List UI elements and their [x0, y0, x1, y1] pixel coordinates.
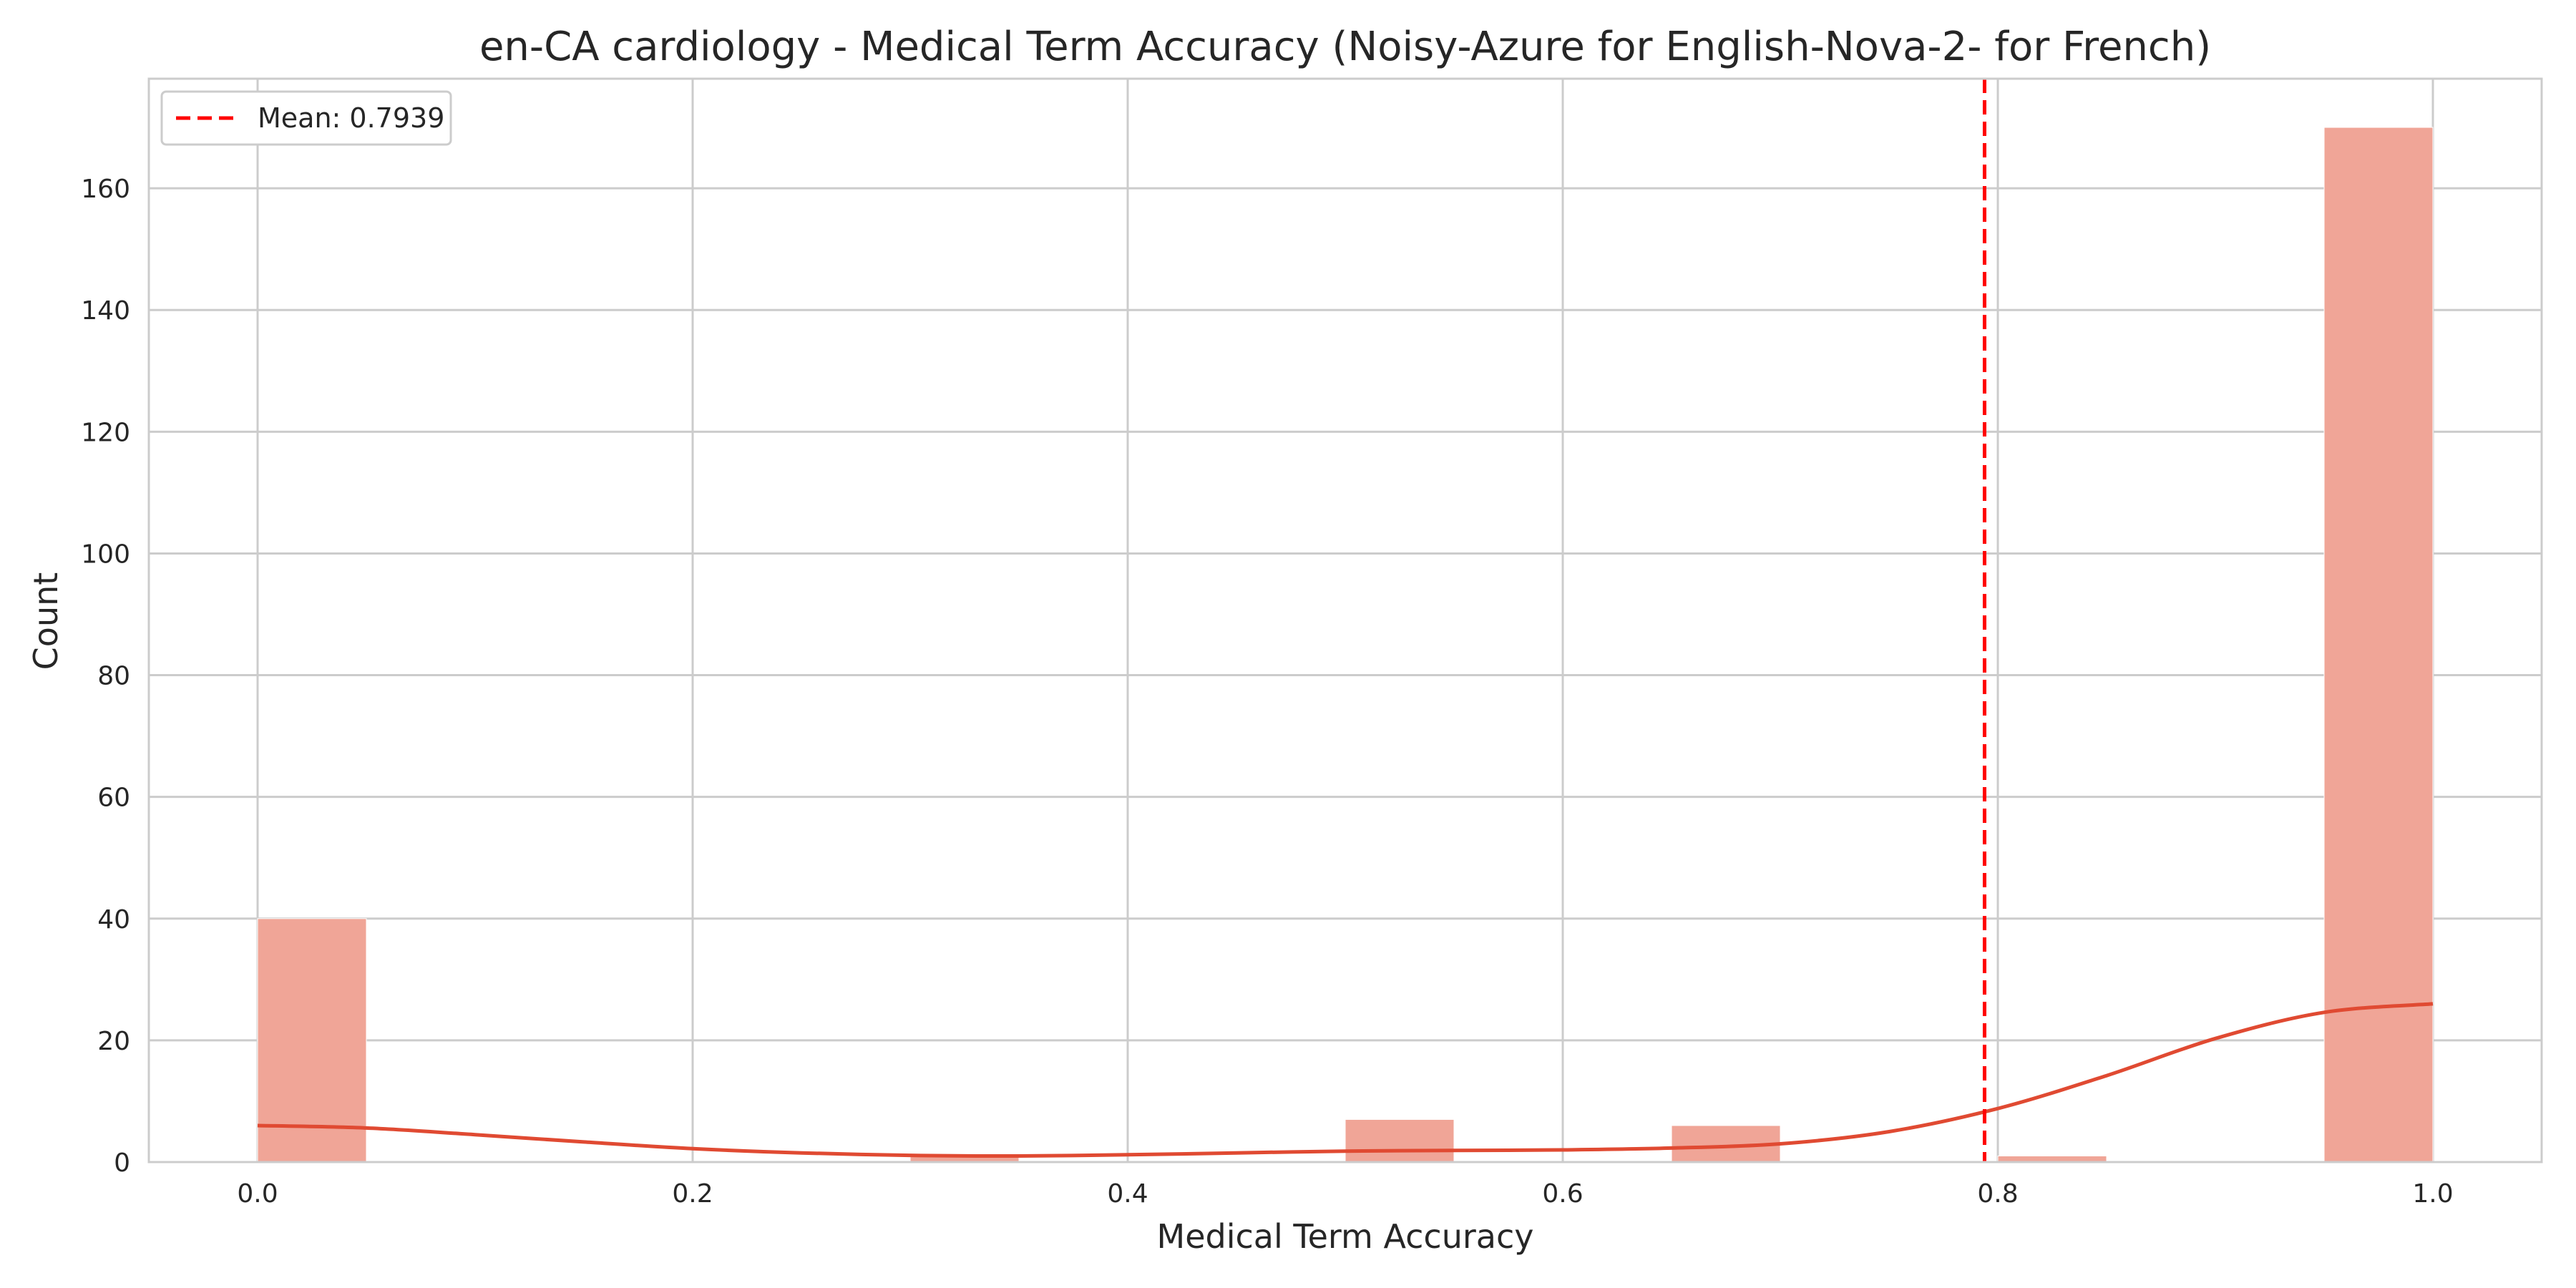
y-tick-label: 60: [97, 784, 130, 813]
y-tick-label: 20: [97, 1027, 130, 1056]
plot-frame: [147, 77, 2543, 1163]
y-tick-label: 0: [114, 1148, 130, 1178]
y-tick-label: 160: [81, 175, 130, 204]
y-tick-labels: 0 20 40 60 80 100 120 140 160: [81, 175, 130, 1178]
y-tick-label: 80: [97, 662, 130, 691]
y-tick-label: 120: [81, 418, 130, 447]
x-tick-label: 1.0: [2412, 1179, 2453, 1209]
x-tick-labels: 0.0 0.2 0.4 0.6 0.8 1.0: [237, 1179, 2453, 1209]
x-axis-title: Medical Term Accuracy: [1157, 1217, 1534, 1256]
x-tick-label: 0.4: [1107, 1179, 1148, 1209]
plot-area: [149, 79, 2542, 1162]
bars: [257, 127, 2434, 1163]
y-tick-label: 140: [81, 296, 130, 326]
y-tick-label: 100: [81, 540, 130, 569]
chart-title: en-CA cardiology - Medical Term Accuracy…: [479, 24, 2211, 70]
y-axis-title: Count: [26, 572, 65, 670]
x-tick-label: 0.0: [237, 1179, 278, 1209]
x-tick-label: 0.2: [672, 1179, 713, 1209]
histogram-bar: [2323, 127, 2434, 1163]
y-tick-label: 40: [97, 905, 130, 935]
histogram-bar: [257, 918, 367, 1163]
legend-box: [160, 90, 452, 146]
x-tick-label: 0.8: [1977, 1179, 2018, 1209]
legend: Mean: 0.7939: [160, 90, 452, 146]
legend-label-mean: Mean: 0.7939: [258, 102, 444, 134]
x-tick-label: 0.6: [1542, 1179, 1583, 1209]
histogram-bar: [1345, 1118, 1455, 1163]
kde-line: [257, 1002, 2434, 1158]
